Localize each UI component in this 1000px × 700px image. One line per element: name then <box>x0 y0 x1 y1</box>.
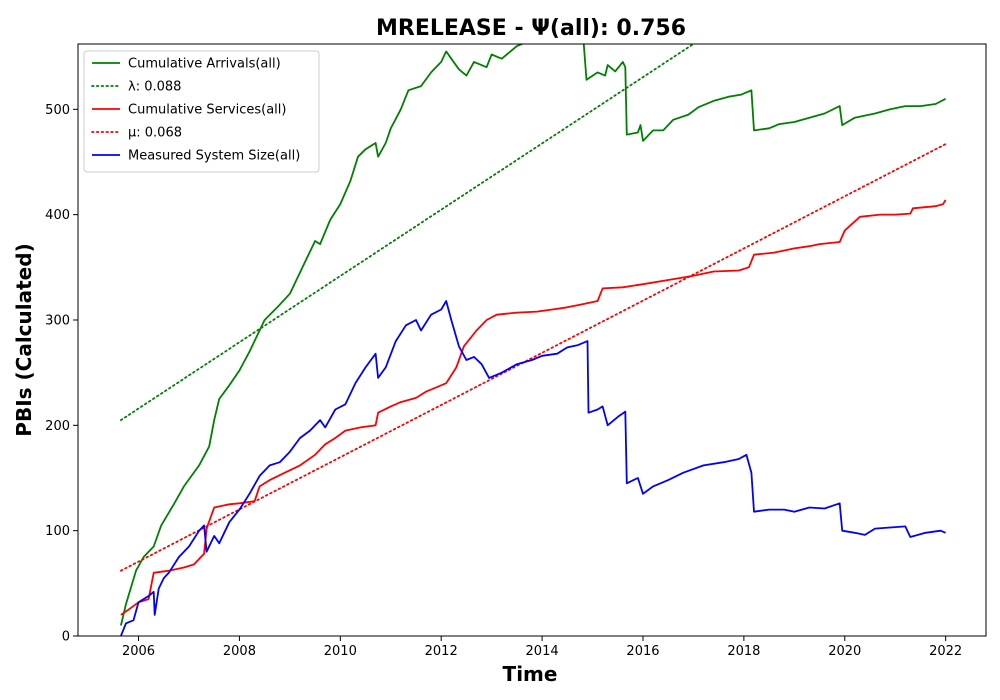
x-tick-label: 2020 <box>828 644 861 659</box>
axes-layer: 2006 2008 2010 2012 2014 2016 2018 2020 2022 0 100… <box>45 43 987 659</box>
chart-title: MRELEASE - Ψ(all): 0.756 <box>376 16 686 41</box>
x-axis-label: Time <box>503 662 558 686</box>
legend-entry-cumulative-arrivals-all: Cumulative Arrivals(all) <box>92 57 281 72</box>
x-tick-label: 2018 <box>727 644 760 659</box>
y-axis-label: PBIs (Calculated) <box>12 243 36 436</box>
x-tick-label: 2012 <box>425 644 458 659</box>
legend-entry-cumulative-services-all: Cumulative Services(all) <box>92 103 286 118</box>
series-line-cumulative-services-all <box>120 199 947 616</box>
y-tick-label: 400 <box>45 208 70 223</box>
series-layer <box>120 44 947 636</box>
legend-label: μ: 0.068 <box>128 126 182 141</box>
series-line-cumulative-arrivals-all <box>120 44 947 626</box>
legend-label: Cumulative Arrivals(all) <box>128 57 281 72</box>
y-tick-label: 300 <box>45 313 70 328</box>
x-tick-label: 2006 <box>122 644 155 659</box>
y-tick-label: 0 <box>62 630 70 645</box>
plot-frame <box>77 43 987 637</box>
series-line-0-068 <box>120 143 947 572</box>
legend-label: Measured System Size(all) <box>128 149 300 164</box>
x-tick-label: 2016 <box>626 644 659 659</box>
y-tick-label: 100 <box>45 524 70 539</box>
legend-label: Cumulative Services(all) <box>128 103 286 118</box>
legend-entry-measured-system-size-all: Measured System Size(all) <box>92 149 300 164</box>
y-tick-label: 200 <box>45 419 70 434</box>
y-tick-label: 500 <box>45 103 70 118</box>
series-line-0-088 <box>120 44 695 421</box>
legend-entry-0-088: λ: 0.088 <box>91 80 181 95</box>
series-line-measured-system-size-all <box>120 300 946 636</box>
legend: Cumulative Arrivals(all) λ: 0.088 Cumulati… <box>83 50 320 173</box>
x-tick-label: 2010 <box>324 644 357 659</box>
legend-box <box>83 50 320 173</box>
x-tick-label: 2022 <box>929 644 962 659</box>
x-tick-label: 2008 <box>223 644 256 659</box>
legend-label: λ: 0.088 <box>128 80 181 95</box>
x-tick-label: 2014 <box>526 644 559 659</box>
legend-entry-0-068: μ: 0.068 <box>91 126 182 141</box>
